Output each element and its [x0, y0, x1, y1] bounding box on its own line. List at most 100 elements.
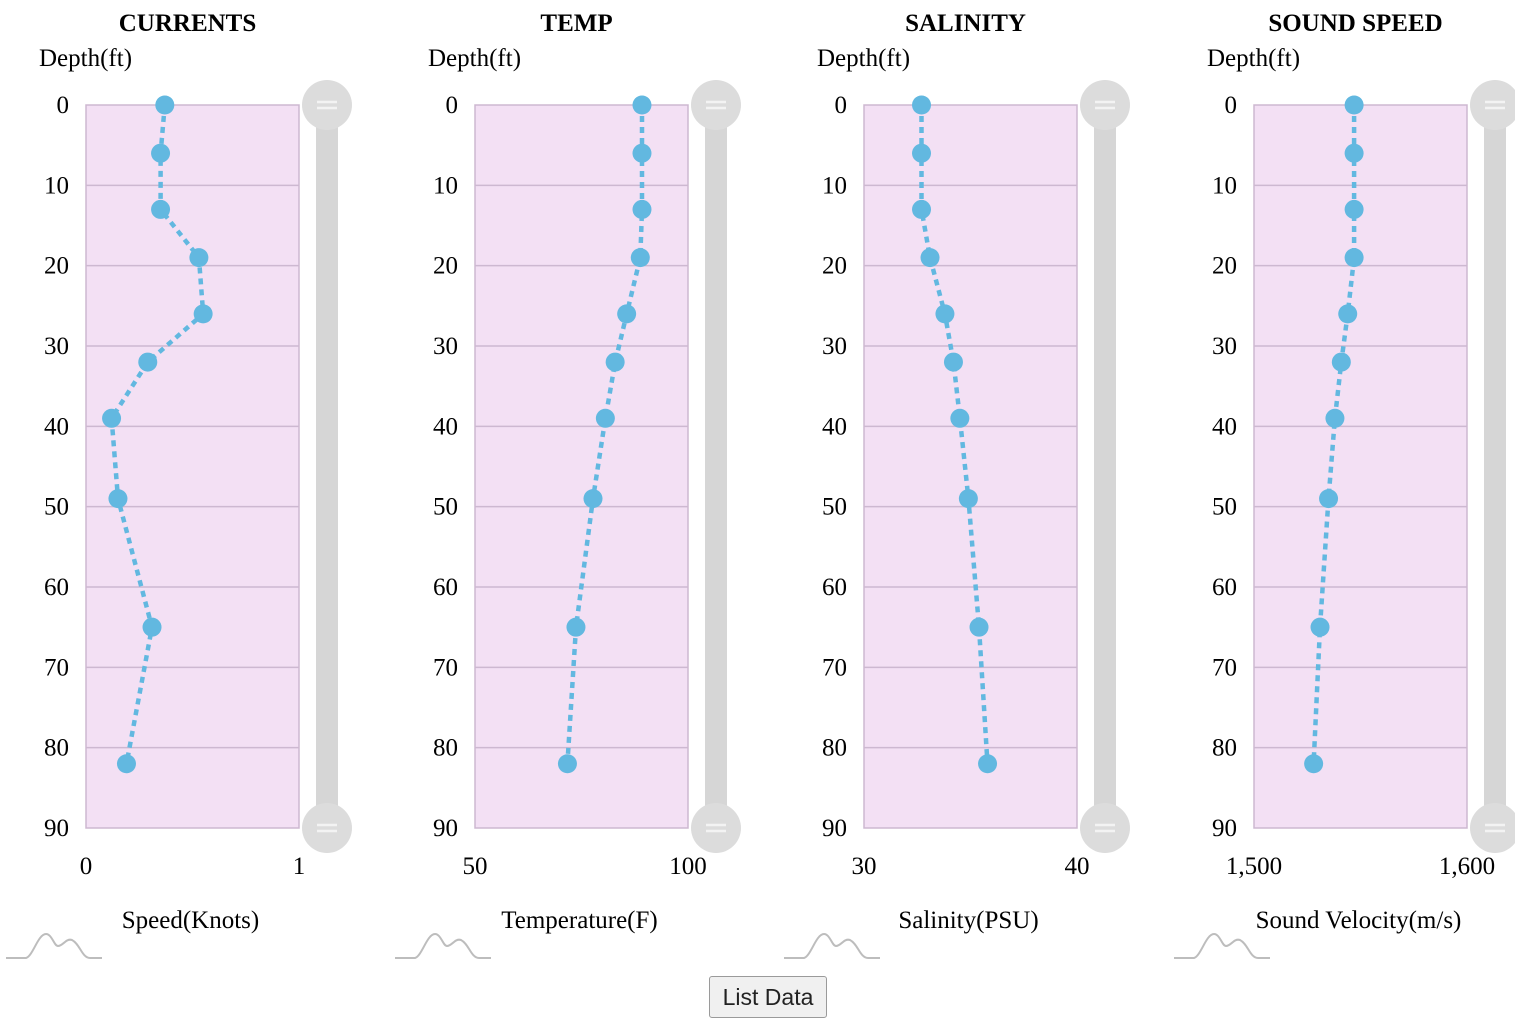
slider-handle-icon[interactable]	[1080, 803, 1130, 853]
data-point[interactable]	[632, 95, 652, 115]
data-point[interactable]	[595, 408, 615, 428]
slider-track[interactable]	[1484, 105, 1506, 828]
data-point[interactable]	[943, 352, 963, 372]
y-tick-label: 50	[44, 494, 69, 521]
y-tick-label: 70	[433, 654, 458, 681]
data-point[interactable]	[912, 199, 932, 219]
data-point[interactable]	[1344, 248, 1364, 268]
waveform-icon[interactable]	[395, 932, 491, 959]
x-axis-label: Speed(Knots)	[122, 907, 259, 934]
y-axis-label: Depth(ft)	[1207, 45, 1300, 72]
waveform-icon[interactable]	[6, 932, 102, 959]
y-tick-label: 10	[1212, 172, 1237, 199]
data-point[interactable]	[1304, 754, 1324, 774]
series-line	[565, 105, 645, 764]
waveform-path	[395, 932, 491, 959]
data-point[interactable]	[978, 754, 998, 774]
data-point[interactable]	[1331, 352, 1351, 372]
slider-track[interactable]	[316, 105, 338, 828]
data-point[interactable]	[912, 95, 932, 115]
data-point[interactable]	[630, 248, 650, 268]
slider-handle-icon[interactable]	[691, 80, 741, 130]
x-tick-label: 30	[852, 853, 877, 880]
depth-range-slider[interactable]	[1080, 80, 1130, 853]
y-tick-label: 60	[433, 574, 458, 601]
slider-handle-icon[interactable]	[302, 80, 352, 130]
data-point[interactable]	[142, 617, 162, 637]
data-point[interactable]	[935, 304, 955, 324]
data-point[interactable]	[1344, 95, 1364, 115]
data-point[interactable]	[102, 408, 122, 428]
data-point[interactable]	[920, 248, 940, 268]
data-point[interactable]	[138, 352, 158, 372]
y-tick-label: 30	[433, 333, 458, 360]
depth-range-slider[interactable]	[691, 80, 741, 853]
slider-handle-icon[interactable]	[302, 803, 352, 853]
y-tick-label: 20	[1212, 253, 1237, 280]
waveform-icon[interactable]	[784, 932, 880, 959]
y-axis-label: Depth(ft)	[428, 45, 521, 72]
x-axis-label: Temperature(F)	[501, 907, 658, 934]
y-tick-label: 90	[433, 815, 458, 842]
slider-handle-top[interactable]	[1470, 80, 1515, 130]
slider-handle-top[interactable]	[691, 80, 741, 130]
data-point[interactable]	[950, 408, 970, 428]
data-point[interactable]	[108, 489, 128, 509]
slider-handle-icon[interactable]	[1470, 803, 1515, 853]
data-point[interactable]	[151, 199, 171, 219]
y-tick-label: 40	[44, 413, 69, 440]
data-point[interactable]	[1344, 143, 1364, 163]
slider-handle-bottom[interactable]	[302, 803, 352, 853]
y-tick-label: 60	[822, 574, 847, 601]
data-point[interactable]	[1325, 408, 1345, 428]
chart-panel-1: CURRENTS Depth(ft) 0 10 20 30 40 50 60 70 80 90 0 1 Sp…	[6, 10, 352, 959]
y-tick-label: 50	[1212, 494, 1237, 521]
data-point[interactable]	[583, 489, 603, 509]
y-tick-label: 80	[822, 735, 847, 762]
y-tick-label: 40	[1212, 413, 1237, 440]
y-tick-label: 0	[57, 92, 70, 119]
series-line	[919, 105, 990, 764]
data-point[interactable]	[557, 754, 577, 774]
slider-handle-icon[interactable]	[691, 803, 741, 853]
data-point[interactable]	[632, 199, 652, 219]
data-point[interactable]	[116, 754, 136, 774]
y-tick-label: 10	[822, 172, 847, 199]
data-point[interactable]	[151, 143, 171, 163]
data-point[interactable]	[912, 143, 932, 163]
data-point[interactable]	[566, 617, 586, 637]
data-point[interactable]	[155, 95, 175, 115]
y-tick-label: 90	[822, 815, 847, 842]
data-point[interactable]	[969, 617, 989, 637]
slider-handle-icon[interactable]	[1470, 80, 1515, 130]
data-point[interactable]	[632, 143, 652, 163]
x-tick-label: 1,600	[1439, 853, 1495, 880]
depth-range-slider[interactable]	[302, 80, 352, 853]
y-tick-label: 30	[44, 333, 69, 360]
waveform-icon[interactable]	[1174, 932, 1270, 959]
data-point[interactable]	[1319, 489, 1339, 509]
y-tick-label: 30	[1212, 333, 1237, 360]
x-tick-label: 1,500	[1226, 853, 1282, 880]
slider-track[interactable]	[705, 105, 727, 828]
data-point[interactable]	[1310, 617, 1330, 637]
slider-handle-bottom[interactable]	[691, 803, 741, 853]
data-point[interactable]	[1344, 199, 1364, 219]
y-tick-label: 20	[44, 253, 69, 280]
data-point[interactable]	[193, 304, 213, 324]
data-point[interactable]	[1338, 304, 1358, 324]
slider-handle-top[interactable]	[302, 80, 352, 130]
y-tick-label: 60	[44, 574, 69, 601]
data-point[interactable]	[958, 489, 978, 509]
list-data-button[interactable]: List Data	[709, 976, 827, 1018]
slider-handle-icon[interactable]	[1080, 80, 1130, 130]
data-point[interactable]	[189, 248, 209, 268]
slider-handle-top[interactable]	[1080, 80, 1130, 130]
data-point[interactable]	[617, 304, 637, 324]
depth-range-slider[interactable]	[1470, 80, 1515, 853]
slider-handle-bottom[interactable]	[1080, 803, 1130, 853]
slider-handle-bottom[interactable]	[1470, 803, 1515, 853]
data-point[interactable]	[605, 352, 625, 372]
x-tick-label: 50	[463, 853, 488, 880]
slider-track[interactable]	[1094, 105, 1116, 828]
